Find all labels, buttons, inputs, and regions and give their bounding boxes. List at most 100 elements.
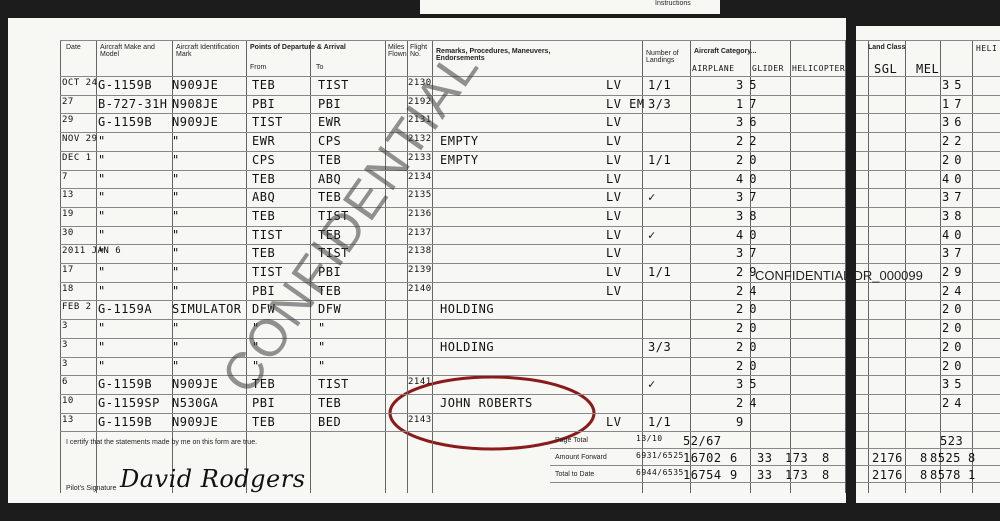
header-sgl: SGL (874, 62, 898, 76)
cell: JOHN ROBERTS (440, 395, 533, 410)
mel-cell: 20 (942, 339, 967, 354)
cell: LV (606, 246, 622, 261)
total-rule (550, 465, 845, 467)
row-rule (60, 188, 845, 190)
cell: TIST (318, 208, 349, 223)
cell: LV (606, 283, 622, 298)
cell: 2192 (408, 96, 432, 107)
total-value: 173 (785, 468, 809, 483)
cell: TIST (252, 265, 283, 279)
cell: 2135 (408, 190, 432, 201)
total-value: 6944/6535 (636, 468, 684, 478)
row-rule (856, 169, 1000, 171)
header-mel: MEL (916, 62, 940, 76)
cell: 20 (736, 302, 763, 317)
cell: " (98, 190, 106, 205)
row-rule (856, 431, 1000, 433)
cell: EMPTY (440, 152, 479, 167)
cell: CPS (318, 134, 342, 149)
cell: " (98, 339, 106, 354)
total-value: 6931/6525 (636, 451, 684, 461)
cell: 2133 (408, 152, 432, 163)
cell: EWR (318, 115, 342, 130)
row-rule (60, 281, 845, 283)
column-rule (845, 40, 846, 494)
row-rule (60, 356, 845, 358)
header-class: Land Class (868, 44, 906, 51)
header-rule (60, 40, 845, 41)
cell: 2130 (408, 78, 432, 88)
cell: " (318, 321, 326, 336)
mel-cell: 22 (942, 134, 967, 149)
cell: 3/3 (648, 339, 672, 354)
cell: 3/3 (648, 96, 672, 111)
cell: " (98, 152, 106, 167)
cell: " (172, 246, 180, 261)
total-value: 8 (920, 468, 928, 483)
cell: 1/1 (648, 414, 672, 429)
cell: TEB (252, 246, 276, 261)
mel-cell: 35 (942, 78, 967, 92)
cell: 29 (736, 265, 763, 279)
cell: " (98, 265, 106, 279)
cell: 1/1 (648, 152, 672, 167)
cell: 6 (62, 377, 68, 388)
cell: " (98, 321, 106, 336)
cell: PBI (318, 96, 342, 111)
cell: " (252, 339, 260, 354)
cell: 13 (62, 414, 74, 425)
cell: LV (606, 78, 622, 92)
header-date: Date (66, 44, 81, 51)
cell: 2138 (408, 246, 432, 257)
cell: " (172, 358, 180, 373)
row-rule (60, 431, 845, 433)
total-label: Total to Date (555, 471, 595, 479)
column-rule (940, 40, 941, 494)
cell: " (318, 339, 326, 354)
certify-text: I certify that the statements made by me… (66, 439, 258, 447)
header-category: Aircraft Category... (694, 48, 757, 55)
cell: ABQ (318, 171, 342, 186)
row-rule (856, 356, 1000, 358)
cell: TEB (318, 283, 342, 298)
cell: G-1159SP (98, 395, 160, 410)
right-page (856, 26, 1000, 503)
top-note: Instructions (655, 0, 691, 7)
mel-cell: 38 (942, 208, 967, 223)
header-ident: Aircraft Identification Mark (176, 44, 240, 58)
cell: 24 (736, 395, 763, 410)
total-rule (856, 448, 1000, 450)
header-remarks: Remarks, Procedures, Maneuvers, Endorsem… (436, 48, 551, 62)
header-from: From (250, 64, 267, 71)
cell: ✓ (648, 377, 656, 392)
total-value: 8 (822, 468, 830, 483)
row-rule (856, 375, 1000, 377)
total-label: Page Total (555, 437, 588, 445)
mel-cell: 35 (942, 377, 967, 392)
mel-cell: 37 (942, 246, 967, 261)
row-rule (856, 319, 1000, 321)
cell: 7 (62, 171, 68, 182)
cell: " (172, 152, 180, 167)
column-rule (642, 40, 643, 494)
cell: 2139 (408, 265, 432, 275)
mel-cell: 29 (942, 265, 967, 279)
column-rule (790, 40, 791, 494)
total-value: 1 (968, 468, 976, 483)
cell: " (98, 358, 106, 373)
mel-cell: 24 (942, 283, 967, 298)
cell: SIMULATOR (172, 302, 242, 317)
cell: 9 (736, 414, 750, 429)
header-miles: Miles Flown (388, 44, 407, 58)
cell: LV (606, 208, 622, 223)
cell: 20 (736, 152, 763, 167)
cell: 2140 (408, 283, 432, 294)
cell: TEB (252, 377, 276, 392)
cell: G-1159A (98, 302, 153, 317)
mel-cell: 20 (942, 321, 967, 336)
cell: TEB (252, 78, 276, 92)
total-value: 523 (940, 434, 964, 449)
total-label: Amount Forward (555, 454, 607, 462)
